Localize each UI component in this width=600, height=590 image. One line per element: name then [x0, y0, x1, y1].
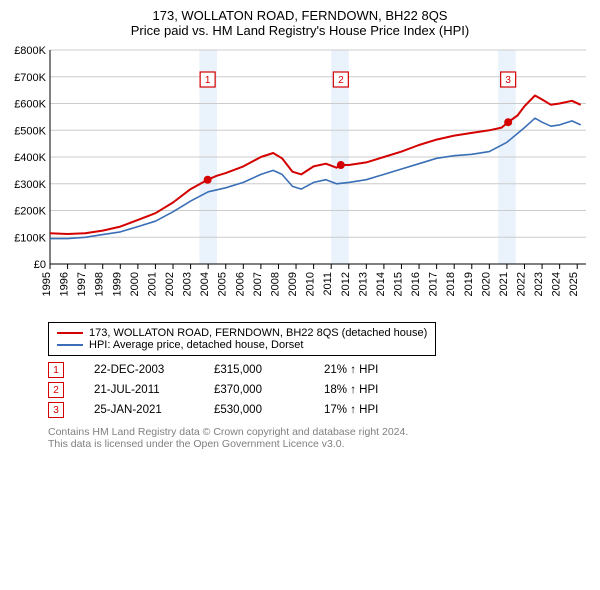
- sales-table: 1 22-DEC-2003 £315,000 21% ↑ HPI 2 21-JUL-201…: [48, 360, 594, 420]
- svg-text:£100K: £100K: [14, 232, 46, 244]
- svg-text:£800K: £800K: [14, 45, 46, 57]
- svg-text:£700K: £700K: [14, 72, 46, 84]
- svg-text:£300K: £300K: [14, 179, 46, 191]
- svg-text:1: 1: [205, 75, 211, 86]
- sale-marker: 3: [48, 402, 64, 418]
- sale-price: £370,000: [214, 384, 294, 396]
- sale-date: 25-JAN-2021: [94, 404, 184, 416]
- svg-text:£500K: £500K: [14, 125, 46, 137]
- sale-date: 21-JUL-2011: [94, 384, 184, 396]
- svg-text:2007: 2007: [252, 272, 264, 296]
- svg-text:2004: 2004: [199, 272, 211, 296]
- legend-swatch: [57, 344, 83, 346]
- svg-text:2008: 2008: [269, 272, 281, 296]
- svg-text:2024: 2024: [551, 272, 563, 296]
- chart-area: £0 £100K £200K £300K £400K £500K £600K £700K £80…: [6, 44, 594, 314]
- sale-marker: 2: [48, 382, 64, 398]
- svg-text:1998: 1998: [94, 272, 106, 296]
- svg-text:2019: 2019: [463, 272, 475, 296]
- svg-text:2022: 2022: [515, 272, 527, 296]
- svg-text:2012: 2012: [340, 272, 352, 296]
- svg-text:1997: 1997: [76, 272, 88, 296]
- sale-delta: 17% ↑ HPI: [324, 404, 378, 416]
- svg-text:2013: 2013: [357, 272, 369, 296]
- svg-text:2: 2: [338, 75, 344, 86]
- svg-text:2016: 2016: [410, 272, 422, 296]
- sale-price: £315,000: [214, 364, 294, 376]
- svg-text:2015: 2015: [392, 272, 404, 296]
- sale-row: 2 21-JUL-2011 £370,000 18% ↑ HPI: [48, 380, 594, 400]
- svg-text:£200K: £200K: [14, 206, 46, 218]
- svg-text:2017: 2017: [428, 272, 440, 296]
- svg-text:2021: 2021: [498, 272, 510, 296]
- sale-date: 22-DEC-2003: [94, 364, 184, 376]
- price-chart: £0 £100K £200K £300K £400K £500K £600K £700K £80…: [6, 44, 594, 314]
- svg-text:2009: 2009: [287, 272, 299, 296]
- svg-text:2003: 2003: [182, 272, 194, 296]
- legend-label: 173, WOLLATON ROAD, FERNDOWN, BH22 8QS (…: [89, 327, 427, 339]
- title-subtitle: Price paid vs. HM Land Registry's House …: [6, 23, 594, 38]
- legend-row: HPI: Average price, detached house, Dors…: [57, 339, 427, 351]
- svg-text:1996: 1996: [59, 272, 71, 296]
- sale-row: 3 25-JAN-2021 £530,000 17% ↑ HPI: [48, 400, 594, 420]
- legend: 173, WOLLATON ROAD, FERNDOWN, BH22 8QS (…: [48, 322, 436, 356]
- svg-text:1999: 1999: [111, 272, 123, 296]
- legend-label: HPI: Average price, detached house, Dors…: [89, 339, 303, 351]
- svg-text:2014: 2014: [375, 272, 387, 296]
- sale-price: £530,000: [214, 404, 294, 416]
- svg-text:2011: 2011: [322, 272, 334, 296]
- svg-text:2002: 2002: [164, 272, 176, 296]
- sale-delta: 21% ↑ HPI: [324, 364, 378, 376]
- svg-text:1995: 1995: [41, 272, 53, 296]
- footer-line1: Contains HM Land Registry data © Crown c…: [48, 426, 594, 438]
- svg-text:2000: 2000: [129, 272, 141, 296]
- sale-delta: 18% ↑ HPI: [324, 384, 378, 396]
- legend-swatch: [57, 332, 83, 334]
- svg-text:2018: 2018: [445, 272, 457, 296]
- footer-line2: This data is licensed under the Open Gov…: [48, 438, 594, 450]
- svg-text:£600K: £600K: [14, 99, 46, 111]
- svg-text:2006: 2006: [234, 272, 246, 296]
- svg-text:3: 3: [505, 75, 511, 86]
- svg-text:£0: £0: [34, 259, 46, 271]
- svg-text:£400K: £400K: [14, 152, 46, 164]
- page-container: 173, WOLLATON ROAD, FERNDOWN, BH22 8QS P…: [0, 0, 600, 458]
- svg-text:2010: 2010: [305, 272, 317, 296]
- legend-row: 173, WOLLATON ROAD, FERNDOWN, BH22 8QS (…: [57, 327, 427, 339]
- sale-marker: 1: [48, 362, 64, 378]
- sale-row: 1 22-DEC-2003 £315,000 21% ↑ HPI: [48, 360, 594, 380]
- svg-text:2023: 2023: [533, 272, 545, 296]
- title-address: 173, WOLLATON ROAD, FERNDOWN, BH22 8QS: [6, 8, 594, 23]
- svg-text:2020: 2020: [480, 272, 492, 296]
- footer-note: Contains HM Land Registry data © Crown c…: [48, 426, 594, 450]
- svg-text:2001: 2001: [146, 272, 158, 296]
- svg-text:2005: 2005: [217, 272, 229, 296]
- svg-text:2025: 2025: [568, 272, 580, 296]
